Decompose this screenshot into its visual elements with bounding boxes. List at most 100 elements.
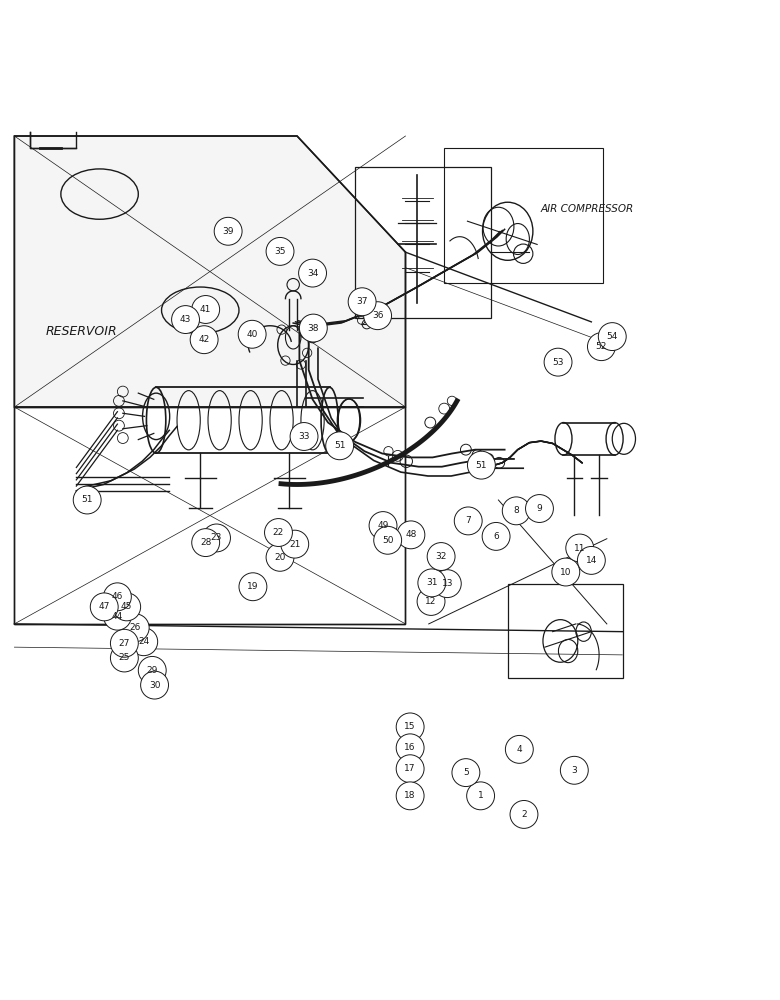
Circle shape	[172, 306, 200, 333]
Circle shape	[299, 259, 327, 287]
Text: 54: 54	[607, 332, 618, 341]
Text: 50: 50	[382, 536, 393, 545]
Circle shape	[374, 526, 402, 554]
Text: 13: 13	[441, 579, 453, 588]
Text: 24: 24	[138, 637, 149, 646]
Text: 25: 25	[119, 653, 130, 662]
Circle shape	[417, 588, 445, 615]
Circle shape	[104, 583, 131, 611]
Text: 4: 4	[516, 745, 522, 754]
Circle shape	[587, 333, 615, 361]
Text: 40: 40	[246, 330, 258, 339]
Circle shape	[396, 755, 424, 783]
Text: 23: 23	[211, 533, 222, 542]
Text: 17: 17	[404, 764, 416, 773]
Text: 36: 36	[372, 311, 383, 320]
Circle shape	[140, 671, 168, 699]
Circle shape	[502, 497, 530, 525]
Text: 6: 6	[493, 532, 499, 541]
Text: 14: 14	[586, 556, 597, 565]
Circle shape	[281, 530, 309, 558]
Circle shape	[452, 759, 480, 787]
Bar	[355, 167, 491, 318]
Text: 2: 2	[521, 810, 527, 819]
Circle shape	[363, 302, 392, 330]
Text: 47: 47	[98, 602, 110, 611]
Text: 52: 52	[596, 342, 607, 351]
Circle shape	[266, 237, 294, 265]
Circle shape	[290, 423, 318, 450]
Circle shape	[505, 735, 534, 763]
Text: 15: 15	[404, 722, 416, 731]
Text: 29: 29	[147, 666, 158, 675]
Circle shape	[396, 782, 424, 810]
Text: 18: 18	[404, 791, 416, 800]
Circle shape	[266, 543, 294, 571]
Text: 53: 53	[552, 358, 564, 367]
Circle shape	[264, 519, 292, 546]
Circle shape	[526, 495, 553, 522]
Text: 48: 48	[406, 530, 417, 539]
Circle shape	[129, 628, 158, 656]
Text: 5: 5	[463, 768, 469, 777]
Text: 9: 9	[537, 504, 542, 513]
Text: 43: 43	[180, 315, 191, 324]
Circle shape	[560, 756, 588, 784]
Text: 35: 35	[275, 247, 285, 256]
Text: RESERVOIR: RESERVOIR	[45, 325, 117, 338]
Circle shape	[482, 522, 510, 550]
Circle shape	[397, 521, 425, 549]
Text: 21: 21	[289, 540, 300, 549]
Text: 20: 20	[275, 553, 285, 562]
Circle shape	[215, 217, 242, 245]
Text: 28: 28	[200, 538, 211, 547]
Circle shape	[326, 432, 353, 460]
Circle shape	[238, 320, 266, 348]
Text: 46: 46	[112, 592, 123, 601]
Text: 51: 51	[81, 495, 93, 504]
Text: 41: 41	[200, 305, 211, 314]
Circle shape	[104, 602, 131, 630]
Text: 51: 51	[334, 441, 346, 450]
Circle shape	[369, 512, 397, 539]
Text: 30: 30	[149, 681, 161, 690]
Circle shape	[418, 569, 445, 597]
Text: 8: 8	[513, 506, 519, 515]
Text: 37: 37	[356, 297, 368, 306]
Circle shape	[434, 570, 461, 598]
Text: 33: 33	[298, 432, 310, 441]
Text: 11: 11	[574, 544, 586, 553]
Text: 1: 1	[477, 791, 484, 800]
Circle shape	[111, 644, 138, 672]
Text: 39: 39	[222, 227, 234, 236]
Text: AIR COMPRESSOR: AIR COMPRESSOR	[541, 204, 634, 214]
Circle shape	[566, 534, 594, 562]
Polygon shape	[14, 136, 406, 407]
Text: 49: 49	[378, 521, 388, 530]
Text: 31: 31	[426, 578, 438, 587]
Text: 3: 3	[572, 766, 577, 775]
Text: 32: 32	[435, 552, 447, 561]
Circle shape	[203, 524, 230, 552]
Circle shape	[190, 326, 218, 354]
Circle shape	[73, 486, 101, 514]
Circle shape	[121, 614, 149, 642]
Bar	[509, 584, 623, 678]
Circle shape	[348, 288, 376, 316]
Text: 51: 51	[476, 461, 488, 470]
Circle shape	[510, 800, 538, 828]
Text: 10: 10	[560, 568, 572, 577]
Text: 27: 27	[119, 639, 130, 648]
Text: 26: 26	[129, 623, 141, 632]
Circle shape	[192, 529, 220, 557]
Text: 34: 34	[307, 269, 318, 278]
Circle shape	[396, 734, 424, 762]
Text: 16: 16	[404, 743, 416, 752]
Circle shape	[466, 782, 495, 810]
Circle shape	[396, 713, 424, 741]
Circle shape	[544, 348, 572, 376]
Circle shape	[454, 507, 482, 535]
Circle shape	[300, 314, 328, 342]
Circle shape	[577, 546, 605, 574]
Text: 19: 19	[247, 582, 259, 591]
